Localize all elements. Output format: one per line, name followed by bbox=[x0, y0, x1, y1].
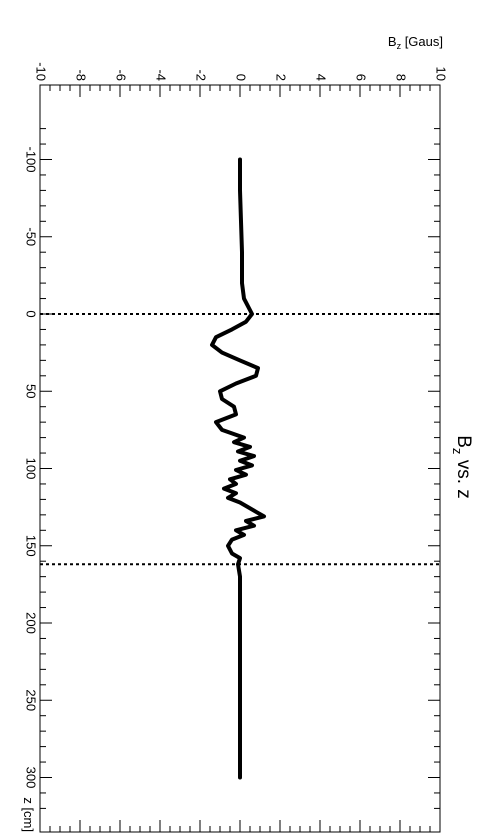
x-tick-label: 100 bbox=[23, 458, 38, 480]
y-tick-label: 4 bbox=[314, 74, 329, 81]
y-tick-label: -10 bbox=[34, 62, 49, 81]
x-tick-label: 250 bbox=[23, 689, 38, 711]
chart-title-rest: vs. z bbox=[453, 454, 474, 498]
x-tick-label: 200 bbox=[23, 612, 38, 634]
x-axis-title: z [cm] bbox=[21, 797, 36, 832]
y-tick-label: -2 bbox=[194, 69, 209, 81]
x-tick-label: -100 bbox=[23, 146, 38, 172]
axis-ticks bbox=[39, 85, 441, 832]
x-tick-label: 0 bbox=[23, 310, 38, 317]
y-tick-label: 6 bbox=[354, 74, 369, 81]
series-line bbox=[210, 157, 266, 780]
y-axis-title: Bz [Gaus] bbox=[388, 34, 443, 51]
y-axis-title-rest: [Gaus] bbox=[401, 34, 443, 49]
y-tick-label: -4 bbox=[154, 69, 169, 81]
chart-title-sub: z bbox=[450, 448, 465, 455]
y-tick-label: -6 bbox=[114, 69, 129, 81]
x-tick-label: 50 bbox=[23, 384, 38, 398]
tick-labels: -10 -8 -6 -4 -2 0 2 4 6 8 10 -100 -50 0 50 100 150 200 250… bbox=[23, 62, 448, 788]
y-tick-label: 2 bbox=[274, 74, 289, 81]
x-tick-label: -50 bbox=[23, 227, 38, 246]
x-tick-label: 150 bbox=[23, 535, 38, 557]
y-axis-title-sub: z bbox=[397, 41, 402, 51]
y-tick-label: 10 bbox=[434, 67, 449, 81]
x-tick-label: 300 bbox=[23, 767, 38, 789]
y-tick-label: 8 bbox=[394, 74, 409, 81]
y-tick-label: -8 bbox=[74, 69, 89, 81]
chart-title: Bz vs. z bbox=[450, 435, 474, 499]
chart-title-main: B bbox=[453, 435, 474, 448]
y-axis-title-main: B bbox=[388, 34, 397, 49]
y-tick-label: 0 bbox=[234, 74, 249, 81]
